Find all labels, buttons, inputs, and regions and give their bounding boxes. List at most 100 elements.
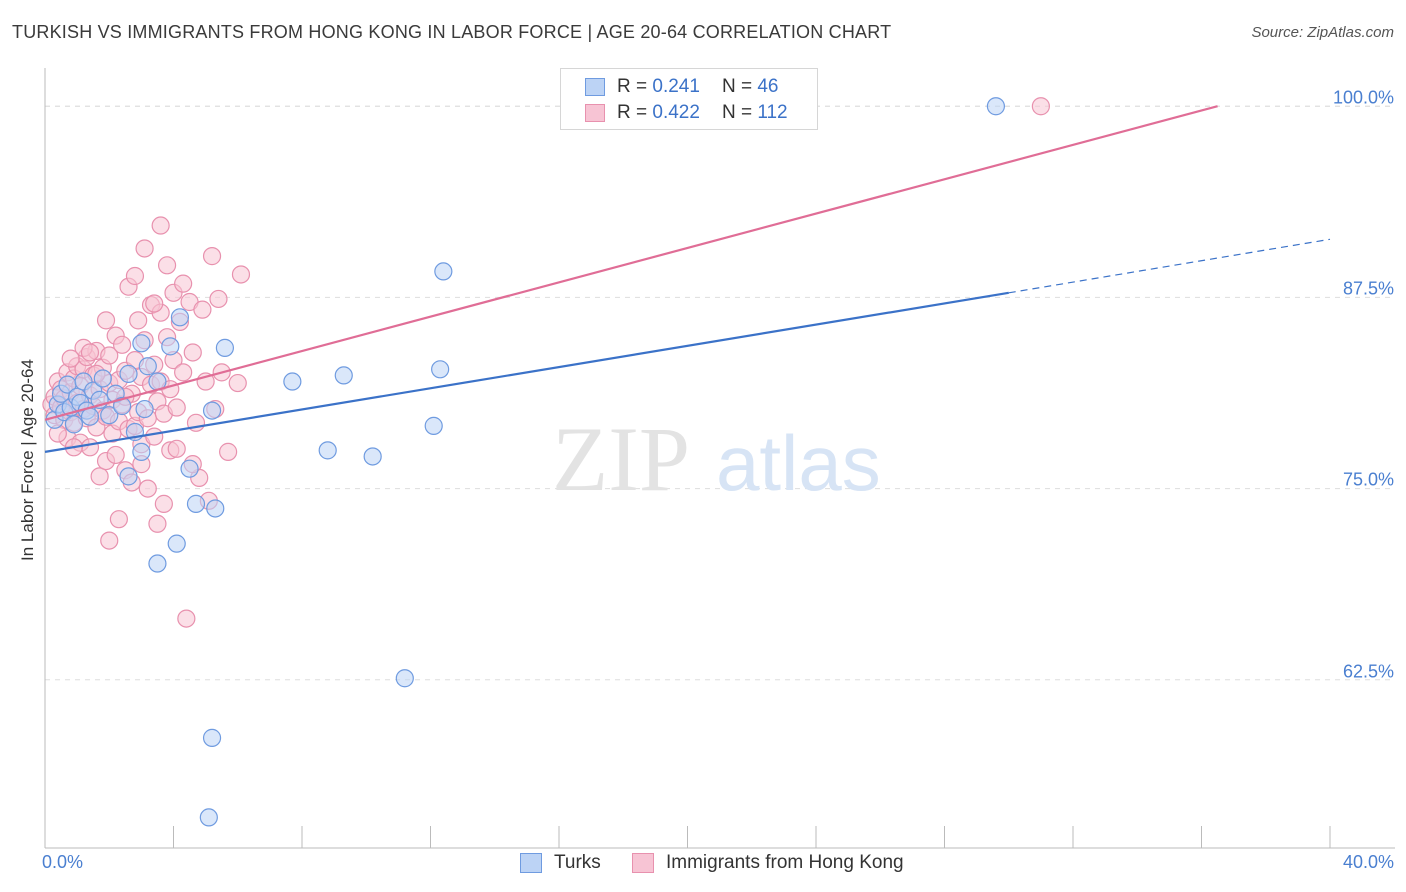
legend-item-label: Immigrants from Hong Kong <box>666 852 904 873</box>
trend-line-turks <box>44 291 1009 453</box>
y-tick-label: 87.5% <box>1342 278 1394 299</box>
legend-swatch-pink <box>585 104 605 122</box>
legend-swatch-hong-kong <box>632 853 654 873</box>
point-turks <box>283 372 302 391</box>
legend-item-label: Turks <box>554 852 601 873</box>
point-turks <box>135 399 154 419</box>
watermark-atlas: atlas <box>716 419 881 507</box>
point-hong-kong <box>80 438 100 457</box>
legend-n-value: 46 <box>757 76 779 97</box>
series-legend: Turks Immigrants from Hong Kong <box>0 852 1406 878</box>
point-hong-kong <box>228 373 247 393</box>
point-hong-kong <box>174 274 193 293</box>
y-axis-label: In Labor Force | Age 20-64 <box>18 359 37 561</box>
point-hong-kong <box>209 289 228 309</box>
point-turks <box>119 364 138 383</box>
point-hong-kong <box>106 445 125 465</box>
point-hong-kong <box>167 398 186 417</box>
point-turks <box>80 407 100 426</box>
point-turks <box>100 406 119 425</box>
point-turks <box>132 442 151 461</box>
point-hong-kong <box>109 510 128 529</box>
legend-swatch-blue <box>585 78 605 96</box>
point-turks <box>318 441 337 460</box>
point-hong-kong <box>183 343 202 362</box>
legend-item-turks: Turks <box>520 852 601 874</box>
point-hong-kong <box>145 294 164 313</box>
point-turks <box>161 337 180 356</box>
point-turks <box>93 369 112 388</box>
point-hong-kong <box>151 216 170 235</box>
point-turks <box>202 401 222 420</box>
point-turks <box>180 459 199 478</box>
point-turks <box>434 262 453 281</box>
point-hong-kong <box>157 256 177 275</box>
point-hong-kong <box>167 439 186 458</box>
point-hong-kong <box>100 531 119 550</box>
chart-title: TURKISH VS IMMIGRANTS FROM HONG KONG IN … <box>12 22 892 42</box>
x-tick-label-max: 40.0% <box>1342 852 1394 872</box>
point-turks <box>431 360 450 379</box>
point-turks <box>334 366 353 385</box>
legend-swatch-turks <box>520 853 542 873</box>
y-tick-label: 62.5% <box>1342 661 1394 682</box>
legend-n-label: N = <box>721 76 753 97</box>
point-turks <box>206 499 225 518</box>
point-turks <box>986 97 1006 116</box>
point-hong-kong <box>129 311 148 330</box>
source-label: Source: ZipAtlas.com <box>1251 24 1394 41</box>
x-tick-label-min: 0.0% <box>42 852 84 872</box>
point-turks <box>199 808 218 827</box>
legend-r-label: R = <box>617 102 648 123</box>
point-hong-kong <box>174 363 193 382</box>
legend-row-turks: R = 0.241 N = 46 <box>585 75 778 99</box>
point-hong-kong <box>135 239 154 258</box>
point-turks <box>167 534 186 553</box>
point-hong-kong <box>145 427 164 446</box>
grid-lines <box>45 105 1395 681</box>
point-turks <box>148 554 167 573</box>
point-turks <box>395 669 414 688</box>
trend-lines <box>44 105 1331 453</box>
point-turks <box>119 467 138 486</box>
point-turks <box>170 308 190 327</box>
point-turks <box>202 728 222 747</box>
legend-r-value: 0.422 <box>652 102 700 123</box>
y-tick-label: 100.0% <box>1332 87 1394 108</box>
point-hong-kong <box>219 442 238 461</box>
point-hong-kong <box>148 514 167 533</box>
point-turks <box>186 494 206 513</box>
legend-row-hong-kong: R = 0.422 N = 112 <box>585 101 788 125</box>
stats-legend: R = 0.241 N = 46 R = 0.422 N = 112 <box>560 68 818 130</box>
point-hong-kong <box>96 311 116 330</box>
point-hong-kong <box>138 479 157 498</box>
point-hong-kong <box>100 346 119 365</box>
legend-item-hong-kong: Immigrants from Hong Kong <box>632 852 904 874</box>
point-turks <box>64 415 84 434</box>
point-turks <box>132 334 151 353</box>
legend-r-label: R = <box>617 76 648 97</box>
trend-line-turks-extension <box>1008 238 1331 294</box>
point-hong-kong <box>125 266 145 286</box>
watermark-zip: ZIP <box>552 408 690 510</box>
point-hong-kong <box>90 467 109 486</box>
point-turks <box>138 357 157 376</box>
trend-line-hong-kong <box>44 105 1218 421</box>
point-turks <box>363 447 382 466</box>
y-tick-label: 75.0% <box>1342 469 1394 490</box>
point-turks <box>215 338 234 357</box>
series-turks-points-blue <box>45 97 1006 827</box>
point-turks <box>424 416 443 435</box>
legend-n-label: N = <box>721 102 753 123</box>
legend-r-value: 0.241 <box>652 76 700 97</box>
series-turks-points <box>42 97 1050 628</box>
point-hong-kong <box>154 494 173 513</box>
point-turks <box>112 396 132 416</box>
axes <box>44 68 1395 849</box>
legend-n-value: 112 <box>757 102 788 123</box>
point-hong-kong <box>112 335 132 354</box>
point-hong-kong <box>231 265 251 284</box>
point-hong-kong <box>177 609 196 628</box>
point-hong-kong <box>80 343 100 362</box>
